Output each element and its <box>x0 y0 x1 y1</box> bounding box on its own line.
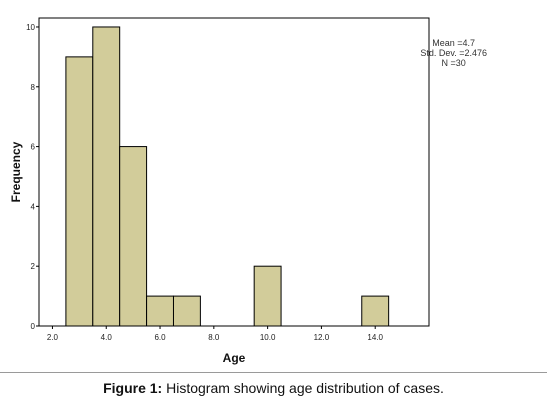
figure-caption: Figure 1: Histogram showing age distribu… <box>0 380 547 396</box>
histogram-bar <box>361 295 390 327</box>
y-tick-label: 6 <box>31 143 36 152</box>
caption-text: Histogram showing age distribution of ca… <box>162 380 444 396</box>
histogram-bar <box>65 56 94 327</box>
histogram-bar <box>146 295 174 327</box>
x-tick-label: 2.0 <box>47 333 59 342</box>
histogram-bar <box>172 295 201 327</box>
stat-n: N =30 <box>441 58 466 68</box>
x-tick-label: 10.0 <box>260 333 276 342</box>
stat-mean: Mean =4.7 <box>432 38 476 48</box>
stat-std-dev: Std. Dev. =2.476 <box>420 48 487 58</box>
histogram-bar <box>92 26 121 327</box>
x-tick-label: 12.0 <box>314 333 330 342</box>
y-tick-label: 0 <box>31 322 36 331</box>
caption-divider <box>0 372 547 373</box>
y-tick-label: 10 <box>26 23 35 32</box>
y-axis-label: Frequency <box>9 141 23 202</box>
axes-group: 0 2 4 6 8 10 2.0 4.0 6.0 8.0 10.0 12.0 14.0 <box>26 23 383 342</box>
x-tick-label: 8.0 <box>208 333 220 342</box>
y-tick-label: 4 <box>31 202 36 211</box>
y-tick-label: 2 <box>31 262 36 271</box>
histogram-bar <box>119 146 148 327</box>
y-tick-label: 8 <box>31 83 36 92</box>
histogram-chart: 0 2 4 6 8 10 2.0 4.0 6.0 8.0 10.0 12.0 14.0 Age Freq… <box>9 17 430 365</box>
stats-box: Mean =4.7 Std. Dev. =2.476 N =30 <box>420 38 487 68</box>
caption-label: Figure 1: <box>103 380 163 396</box>
bars-group <box>65 26 390 327</box>
x-axis-label: Age <box>223 351 246 365</box>
histogram-bar <box>253 265 282 327</box>
x-tick-label: 6.0 <box>154 333 166 342</box>
x-tick-label: 14.0 <box>367 333 383 342</box>
x-tick-label: 4.0 <box>101 333 113 342</box>
